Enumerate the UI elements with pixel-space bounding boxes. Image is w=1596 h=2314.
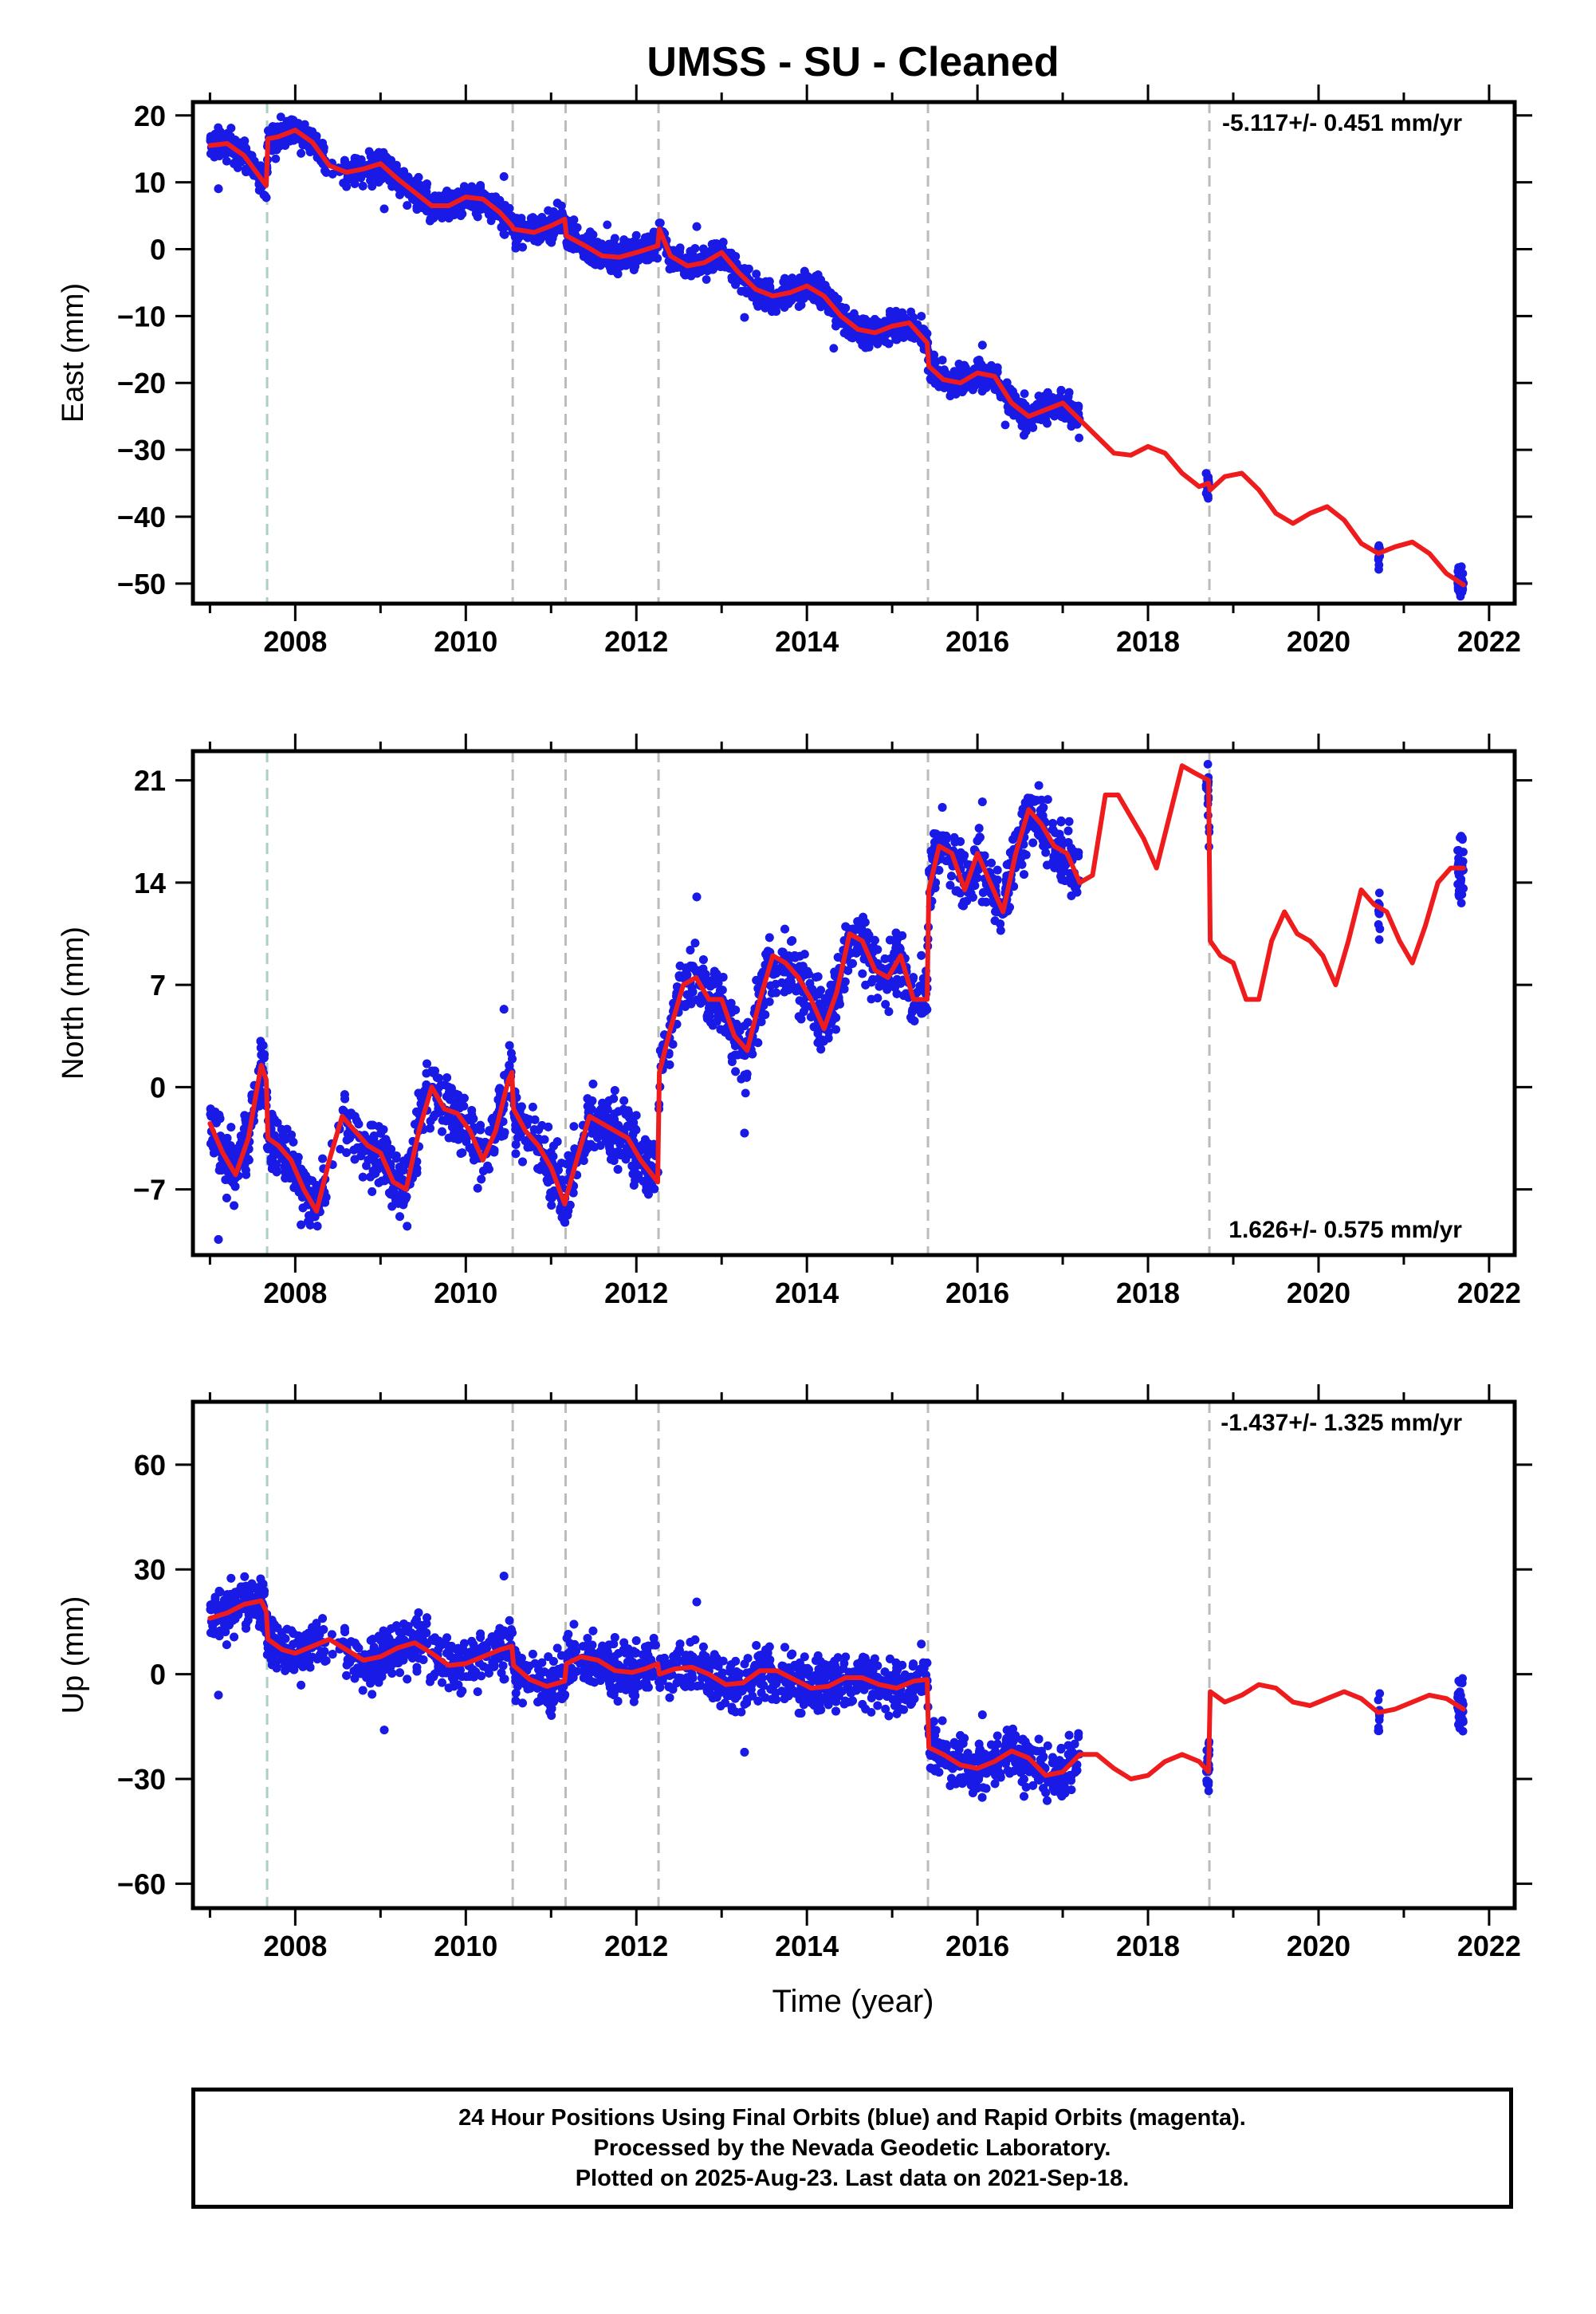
data-point [350, 179, 360, 188]
data-point [499, 172, 509, 181]
data-point [563, 240, 572, 250]
data-point [619, 235, 629, 245]
data-point [1002, 378, 1012, 388]
data-point [226, 124, 236, 133]
data-point [752, 270, 761, 278]
data-point [240, 136, 250, 146]
data-point [740, 313, 749, 322]
data-point [861, 343, 871, 352]
data-point [643, 234, 651, 243]
data-point [368, 182, 377, 191]
data-point [340, 155, 349, 165]
data-points [206, 112, 1468, 601]
east-panel: 2008 2010 2012 2014 2016 2018 2020 2022−50−40−3… [57, 85, 1532, 658]
data-point [934, 382, 944, 392]
data-point [993, 363, 1002, 372]
data-point [938, 356, 947, 364]
data-point [230, 159, 238, 168]
data-point [1000, 420, 1010, 430]
data-point [276, 112, 285, 122]
data-point [214, 184, 223, 194]
data-point [740, 264, 749, 274]
data-point [547, 234, 556, 243]
data-point [261, 193, 271, 203]
data-point [780, 274, 789, 283]
data-point [884, 339, 894, 348]
data-point [533, 237, 542, 246]
data-point [505, 203, 514, 213]
data-point [829, 344, 839, 353]
data-point [950, 368, 960, 377]
data-point [603, 220, 612, 230]
data-point [271, 154, 281, 163]
data-point [544, 206, 553, 215]
data-point [297, 148, 305, 158]
data-point [796, 301, 806, 309]
data-point [473, 212, 482, 222]
data-point [320, 166, 329, 175]
data-point [702, 275, 711, 284]
data-point [655, 218, 665, 227]
data-point [222, 156, 231, 166]
data-point [588, 230, 598, 239]
data-point [511, 243, 521, 253]
data-point [426, 216, 434, 226]
data-point [1043, 388, 1052, 397]
data-point [686, 246, 695, 256]
data-point [692, 222, 702, 231]
data-point [342, 182, 351, 191]
data-point [1056, 386, 1066, 396]
data-point [969, 385, 977, 395]
data-point [816, 275, 825, 285]
data-point [1020, 389, 1029, 399]
data-point [391, 162, 401, 171]
data-point [379, 204, 389, 214]
data-point [552, 199, 562, 208]
data-point [1075, 433, 1083, 443]
chart-title: UMSS - SU - Cleaned [647, 39, 1059, 85]
